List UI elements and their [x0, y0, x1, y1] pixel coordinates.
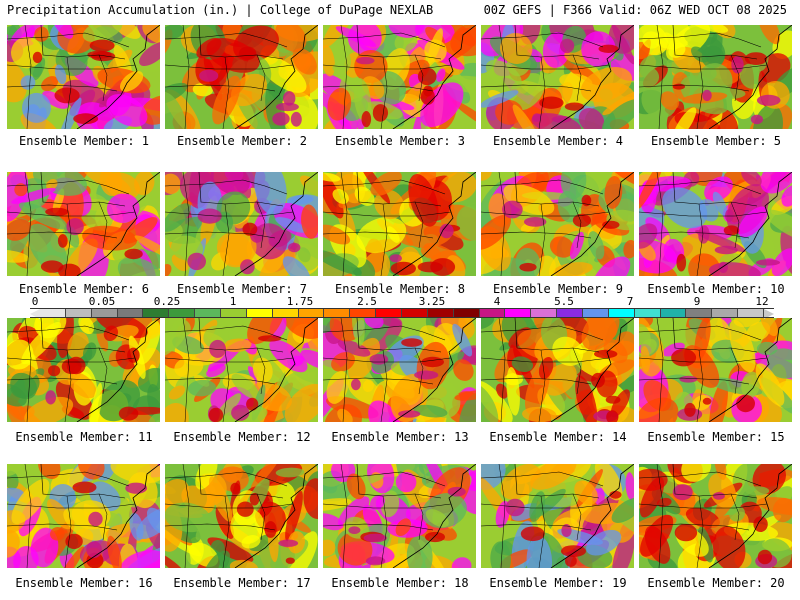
ensemble-map-12: [165, 318, 318, 422]
colorbar-tick-label: 1.75: [286, 295, 314, 308]
colorbar-swatch: [738, 309, 765, 318]
ensemble-member-label: Ensemble Member: 20: [647, 576, 785, 590]
colorbar-swatch: [272, 309, 299, 318]
ensemble-member-label: Ensemble Member: 10: [647, 282, 785, 296]
colorbar-swatch: [324, 309, 351, 318]
ensemble-map-18: [323, 464, 476, 568]
ensemble-member-label: Ensemble Member: 1: [18, 134, 150, 148]
ensemble-map-3: [323, 25, 476, 129]
ensemble-map-1: [7, 25, 160, 129]
colorbar-swatch: [376, 309, 403, 318]
ensemble-member-label: Ensemble Member: 6: [18, 282, 150, 296]
colorbar-swatch: [427, 309, 454, 318]
colorbar-tick-label: 7: [626, 295, 634, 308]
ensemble-map-15: [639, 318, 792, 422]
ensemble-member-label: Ensemble Member: 16: [15, 576, 153, 590]
colorbar-tick-label: 4: [493, 295, 501, 308]
ensemble-member-label: Ensemble Member: 3: [334, 134, 466, 148]
ensemble-member-label: Ensemble Member: 19: [489, 576, 627, 590]
colorbar-swatch: [246, 309, 273, 318]
colorbar-tick-label: 1: [229, 295, 237, 308]
ensemble-member-label: Ensemble Member: 5: [650, 134, 782, 148]
colorbar-swatch: [686, 309, 713, 318]
colorbar-swatch: [117, 309, 144, 318]
ensemble-map-4: [481, 25, 634, 129]
colorbar-swatch: [634, 309, 661, 318]
ensemble-member-label: Ensemble Member: 12: [173, 430, 311, 444]
colorbar-swatch: [402, 309, 428, 318]
colorbar-swatch: [479, 309, 506, 318]
ensemble-member-label: Ensemble Member: 2: [176, 134, 308, 148]
ensemble-map-16: [7, 464, 160, 568]
ensemble-map-17: [165, 464, 318, 568]
colorbar-swatch: [557, 309, 584, 318]
colorbar-tick-label: 9: [693, 295, 701, 308]
colorbar-tick-label: 12: [755, 295, 769, 308]
ensemble-member-label: Ensemble Member: 4: [492, 134, 624, 148]
colorbar-swatch: [608, 309, 635, 318]
colorbar-swatch: [660, 309, 687, 318]
ensemble-member-label: Ensemble Member: 8: [334, 282, 466, 296]
colorbar-tick-label: 3.25: [418, 295, 446, 308]
ensemble-member-label: Ensemble Member: 7: [176, 282, 308, 296]
ensemble-map-2: [165, 25, 318, 129]
ensemble-member-label: Ensemble Member: 14: [489, 430, 627, 444]
colorbar-left-arrow: [30, 309, 40, 319]
colorbar-swatch: [712, 309, 739, 318]
colorbar-swatch: [298, 309, 325, 318]
ensemble-map-10: [639, 172, 792, 276]
colorbar-tick-label: 5.5: [554, 295, 574, 308]
colorbar-swatch: [531, 309, 558, 318]
colorbar-tick-label: 0.25: [153, 295, 181, 308]
colorbar-swatch: [169, 309, 196, 318]
map-title: Precipitation Accumulation (in.) | Colle…: [7, 3, 434, 17]
ensemble-member-label: Ensemble Member: 11: [15, 430, 153, 444]
colorbar: [40, 309, 765, 318]
ensemble-map-11: [7, 318, 160, 422]
ensemble-member-label: Ensemble Member: 17: [173, 576, 311, 590]
colorbar-swatch: [221, 309, 247, 318]
ensemble-map-7: [165, 172, 318, 276]
ensemble-member-label: Ensemble Member: 13: [331, 430, 469, 444]
ensemble-map-9: [481, 172, 634, 276]
colorbar-right-arrow: [764, 309, 774, 319]
colorbar-swatch: [65, 309, 92, 318]
ensemble-map-6: [7, 172, 160, 276]
ensemble-member-label: Ensemble Member: 9: [492, 282, 624, 296]
colorbar-swatch: [505, 309, 532, 318]
colorbar-swatch: [583, 309, 609, 318]
ensemble-member-label: Ensemble Member: 15: [647, 430, 785, 444]
ensemble-map-13: [323, 318, 476, 422]
colorbar-tick-label: 2.5: [357, 295, 377, 308]
colorbar-swatch: [40, 309, 66, 318]
run-info: 00Z GEFS | F366 Valid: 06Z WED OCT 08 20…: [483, 3, 787, 17]
colorbar-tick-label: 0: [31, 295, 39, 308]
ensemble-map-5: [639, 25, 792, 129]
colorbar-swatch: [350, 309, 377, 318]
colorbar-swatch: [453, 309, 480, 318]
ensemble-map-8: [323, 172, 476, 276]
ensemble-map-19: [481, 464, 634, 568]
ensemble-map-20: [639, 464, 792, 568]
ensemble-member-label: Ensemble Member: 18: [331, 576, 469, 590]
colorbar-swatch: [195, 309, 222, 318]
colorbar-swatch: [91, 309, 118, 318]
colorbar-tick-label: 0.05: [88, 295, 116, 308]
colorbar-swatch: [143, 309, 170, 318]
ensemble-map-14: [481, 318, 634, 422]
